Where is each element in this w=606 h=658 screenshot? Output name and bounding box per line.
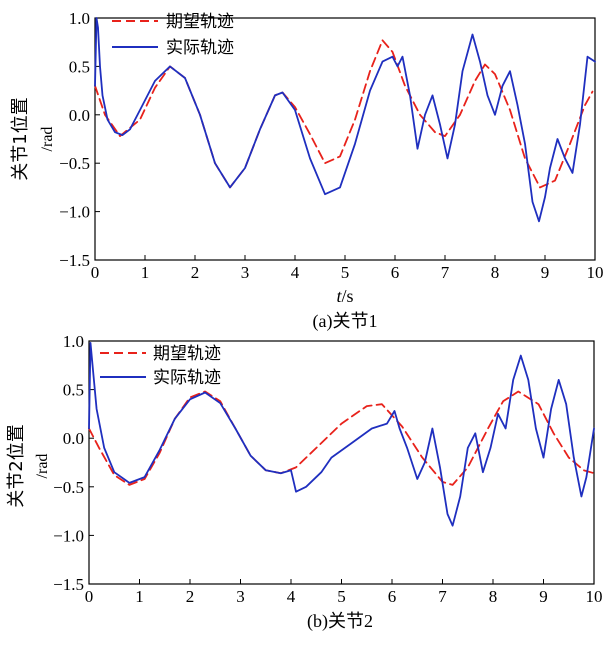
- chart-panel-joint2: 0 1 2 3 4 5 6 7 8 9 10 1.0 0.5 0.0 −0.5 −1.0 −1.5 期望轨迹 …: [6, 332, 603, 632]
- y-axis-ticks: 1.0 0.5 0.0 −0.5 −1.0 −1.5: [59, 9, 100, 270]
- y-tick-label: −0.5: [53, 478, 84, 497]
- x-tick-label: 4: [291, 263, 300, 282]
- y-tick-label: 0.5: [69, 57, 90, 76]
- legend-label-desired: 期望轨迹: [166, 12, 234, 32]
- x-tick-label: 3: [241, 263, 250, 282]
- series-lines: [88, 341, 595, 527]
- series-line-actual: [88, 341, 595, 527]
- x-tick-label: 2: [186, 587, 195, 606]
- x-tick-label: 7: [441, 263, 450, 282]
- x-tick-label: 6: [388, 587, 397, 606]
- x-axis-unit: /s: [342, 286, 354, 306]
- x-tick-label: 8: [489, 587, 498, 606]
- x-tick-label: 10: [587, 263, 604, 282]
- y-tick-label: −1.5: [53, 575, 84, 594]
- y-axis-label: 关节2位置: [6, 424, 27, 507]
- x-tick-label: 0: [91, 263, 100, 282]
- legend-label-desired: 期望轨迹: [153, 344, 221, 364]
- y-tick-label: 1.0: [69, 9, 90, 28]
- y-axis-label: 关节1位置: [10, 97, 31, 180]
- y-tick-label: −1.0: [59, 203, 90, 222]
- x-tick-label: 0: [85, 587, 94, 606]
- chart-panel-joint1: 0 1 2 3 4 5 6 7 8 9 10 1.0 0.5 0.0 −0.5 −1.0 −1.5 期望轨迹 …: [10, 9, 604, 332]
- y-tick-label: 0.5: [63, 381, 84, 400]
- series-line-desired: [88, 390, 595, 486]
- x-tick-label: 8: [491, 263, 500, 282]
- x-axis-label: t/s: [336, 286, 353, 306]
- x-tick-label: 3: [236, 587, 245, 606]
- series-line-desired: [94, 39, 594, 189]
- y-axis-unit: /rad: [39, 127, 56, 152]
- legend-label-actual: 实际轨迹: [166, 38, 234, 58]
- x-tick-label: 6: [391, 263, 400, 282]
- y-axis-ticks: 1.0 0.5 0.0 −0.5 −1.0 −1.5: [53, 332, 94, 594]
- x-axis-ticks: 0 1 2 3 4 5 6 7 8 9 10: [85, 579, 603, 606]
- series-line-actual: [94, 17, 596, 223]
- x-tick-label: 10: [586, 587, 603, 606]
- x-axis-ticks: 0 1 2 3 4 5 6 7 8 9 10: [91, 255, 604, 282]
- y-tick-label: −1.5: [59, 251, 90, 270]
- y-tick-label: 0.0: [69, 106, 90, 125]
- panel-caption: (b)关节2: [307, 611, 373, 632]
- x-tick-label: 9: [539, 587, 548, 606]
- x-tick-label: 7: [438, 587, 447, 606]
- x-tick-label: 9: [541, 263, 550, 282]
- y-tick-label: 1.0: [63, 332, 84, 351]
- legend: 期望轨迹 实际轨迹: [112, 12, 234, 58]
- y-tick-label: 0.0: [63, 429, 84, 448]
- x-tick-label: 2: [191, 263, 200, 282]
- x-tick-label: 4: [287, 587, 296, 606]
- x-tick-label: 5: [337, 587, 346, 606]
- legend: 期望轨迹 实际轨迹: [100, 344, 221, 388]
- x-tick-label: 1: [135, 587, 144, 606]
- y-axis-unit: /rad: [34, 454, 51, 479]
- panel-caption: (a)关节1: [313, 311, 378, 332]
- y-tick-label: −0.5: [59, 154, 90, 173]
- x-axis-variable: t: [336, 286, 342, 306]
- series-lines: [94, 17, 596, 223]
- x-tick-label: 1: [141, 263, 150, 282]
- legend-label-actual: 实际轨迹: [153, 368, 221, 388]
- x-tick-label: 5: [341, 263, 350, 282]
- y-tick-label: −1.0: [53, 526, 84, 545]
